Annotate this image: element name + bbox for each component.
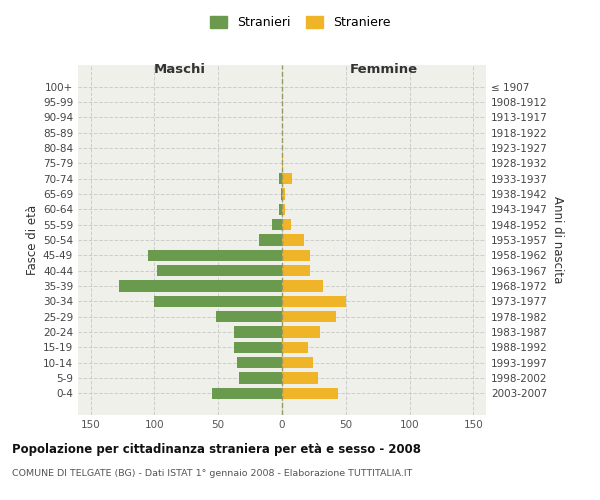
Bar bbox=[272, 219, 282, 230]
Bar bbox=[282, 188, 284, 200]
Legend: Stranieri, Straniere: Stranieri, Straniere bbox=[205, 11, 395, 34]
Y-axis label: Anni di nascita: Anni di nascita bbox=[551, 196, 564, 284]
Bar bbox=[259, 234, 282, 246]
Bar bbox=[282, 372, 318, 384]
Bar bbox=[282, 158, 283, 169]
Bar bbox=[212, 388, 282, 399]
Bar bbox=[281, 188, 282, 200]
Bar bbox=[155, 296, 282, 307]
Bar bbox=[282, 204, 284, 215]
Bar bbox=[239, 372, 282, 384]
Bar bbox=[148, 250, 282, 261]
Text: Popolazione per cittadinanza straniera per età e sesso - 2008: Popolazione per cittadinanza straniera p… bbox=[12, 442, 421, 456]
Bar bbox=[216, 311, 282, 322]
Bar bbox=[157, 265, 282, 276]
Bar bbox=[282, 219, 291, 230]
Text: Maschi: Maschi bbox=[154, 63, 206, 76]
Text: COMUNE DI TELGATE (BG) - Dati ISTAT 1° gennaio 2008 - Elaborazione TUTTITALIA.IT: COMUNE DI TELGATE (BG) - Dati ISTAT 1° g… bbox=[12, 468, 412, 477]
Bar bbox=[282, 280, 323, 292]
Bar bbox=[238, 357, 282, 368]
Bar bbox=[282, 326, 320, 338]
Bar bbox=[282, 342, 308, 353]
Y-axis label: Fasce di età: Fasce di età bbox=[26, 205, 39, 275]
Bar bbox=[282, 250, 310, 261]
Bar bbox=[282, 388, 338, 399]
Bar bbox=[280, 204, 282, 215]
Bar bbox=[119, 280, 282, 292]
Text: Femmine: Femmine bbox=[350, 63, 418, 76]
Bar bbox=[282, 234, 304, 246]
Bar bbox=[282, 357, 313, 368]
Bar bbox=[233, 326, 282, 338]
Bar bbox=[282, 296, 346, 307]
Bar bbox=[280, 173, 282, 184]
Bar bbox=[282, 265, 310, 276]
Bar bbox=[233, 342, 282, 353]
Bar bbox=[282, 173, 292, 184]
Bar bbox=[282, 311, 335, 322]
